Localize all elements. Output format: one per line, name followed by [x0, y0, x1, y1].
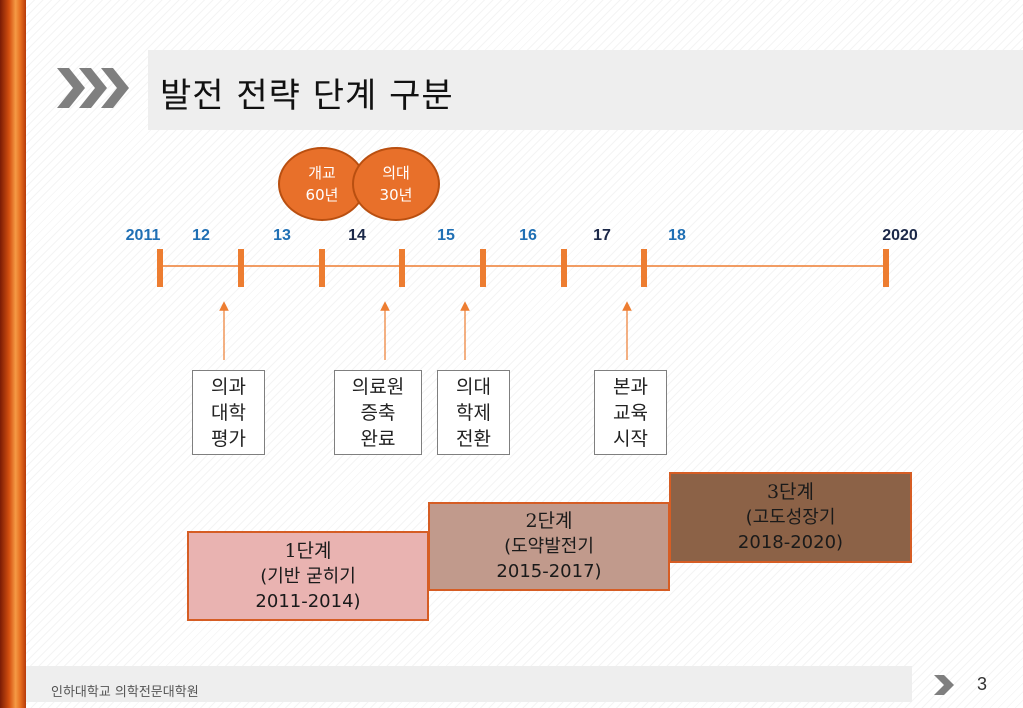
event-box-transition: 의대 학제 전환 — [437, 370, 510, 455]
milestone-circle-founding: 개교 60년 — [278, 147, 366, 221]
timeline-tick — [319, 249, 325, 287]
year-label-12: 12 — [192, 227, 210, 244]
phase-title: 3단계 — [766, 481, 815, 503]
event-line: 교육 — [613, 401, 648, 424]
timeline-tick — [561, 249, 567, 287]
timeline-tick — [399, 249, 405, 287]
event-box-evaluation: 의과 대학 평가 — [192, 370, 265, 455]
phase-years: 2018-2020) — [737, 532, 844, 553]
chevron-right-icon — [934, 675, 954, 695]
phase-box-3: 3단계 (고도성장기 2018-2020) — [669, 472, 912, 563]
year-label-2011: 2011 — [125, 227, 161, 244]
milestone-line: 개교 — [308, 164, 336, 182]
year-label-18: 18 — [668, 227, 686, 244]
phase-box-2: 2단계 (도약발전기 2015-2017) — [428, 502, 670, 591]
phase-years: 2015-2017) — [496, 561, 602, 582]
left-accent-bar — [0, 0, 26, 708]
year-label-13: 13 — [273, 227, 291, 244]
milestone-line: 60년 — [305, 186, 339, 204]
phase-title: 2단계 — [525, 510, 573, 532]
page-number: 3 — [977, 674, 988, 694]
event-line: 평가 — [211, 427, 246, 450]
title-band — [148, 50, 1023, 130]
timeline-tick — [238, 249, 244, 287]
timeline-tick — [641, 249, 647, 287]
timeline-tick — [883, 249, 889, 287]
phase-subtitle: (도약발전기 — [504, 536, 594, 557]
phase-subtitle: (고도성장기 — [745, 507, 836, 528]
phase-title: 1단계 — [284, 539, 332, 562]
event-line: 학제 — [456, 401, 491, 424]
year-label-16: 16 — [519, 227, 537, 244]
event-box-curriculum: 본과 교육 시작 — [594, 370, 667, 455]
event-line: 증축 — [360, 401, 396, 424]
phase-box-1: 1단계 (기반 굳히기 2011-2014) — [187, 531, 429, 621]
milestone-circle-medschool: 의대 30년 — [352, 147, 440, 221]
event-line: 의료원 — [351, 375, 405, 398]
event-line: 본과 — [613, 375, 648, 398]
event-line: 의대 — [456, 375, 491, 398]
timeline-tick — [480, 249, 486, 287]
timeline-tick — [157, 249, 163, 287]
year-label-2020: 2020 — [882, 227, 918, 244]
event-line: 완료 — [360, 427, 396, 450]
event-line: 시작 — [613, 427, 648, 450]
footer-institution: 인하대학교 의학전문대학원 — [51, 685, 199, 700]
year-label-14: 14 — [348, 227, 366, 244]
event-line: 의과 — [211, 375, 246, 398]
slide-title: 발전 전략 단계 구분 — [160, 76, 454, 116]
phase-years: 2011-2014) — [255, 590, 361, 612]
event-line: 전환 — [456, 427, 491, 450]
chevron-arrows-icon — [57, 68, 129, 108]
milestone-line: 30년 — [379, 186, 413, 204]
event-box-expansion: 의료원 증축 완료 — [334, 370, 422, 455]
year-label-17: 17 — [593, 227, 611, 244]
footer-band — [26, 666, 912, 702]
event-line: 대학 — [211, 401, 246, 424]
phase-subtitle: (기반 굳히기 — [260, 565, 356, 587]
milestone-line: 의대 — [382, 164, 410, 182]
year-label-15: 15 — [437, 227, 455, 244]
